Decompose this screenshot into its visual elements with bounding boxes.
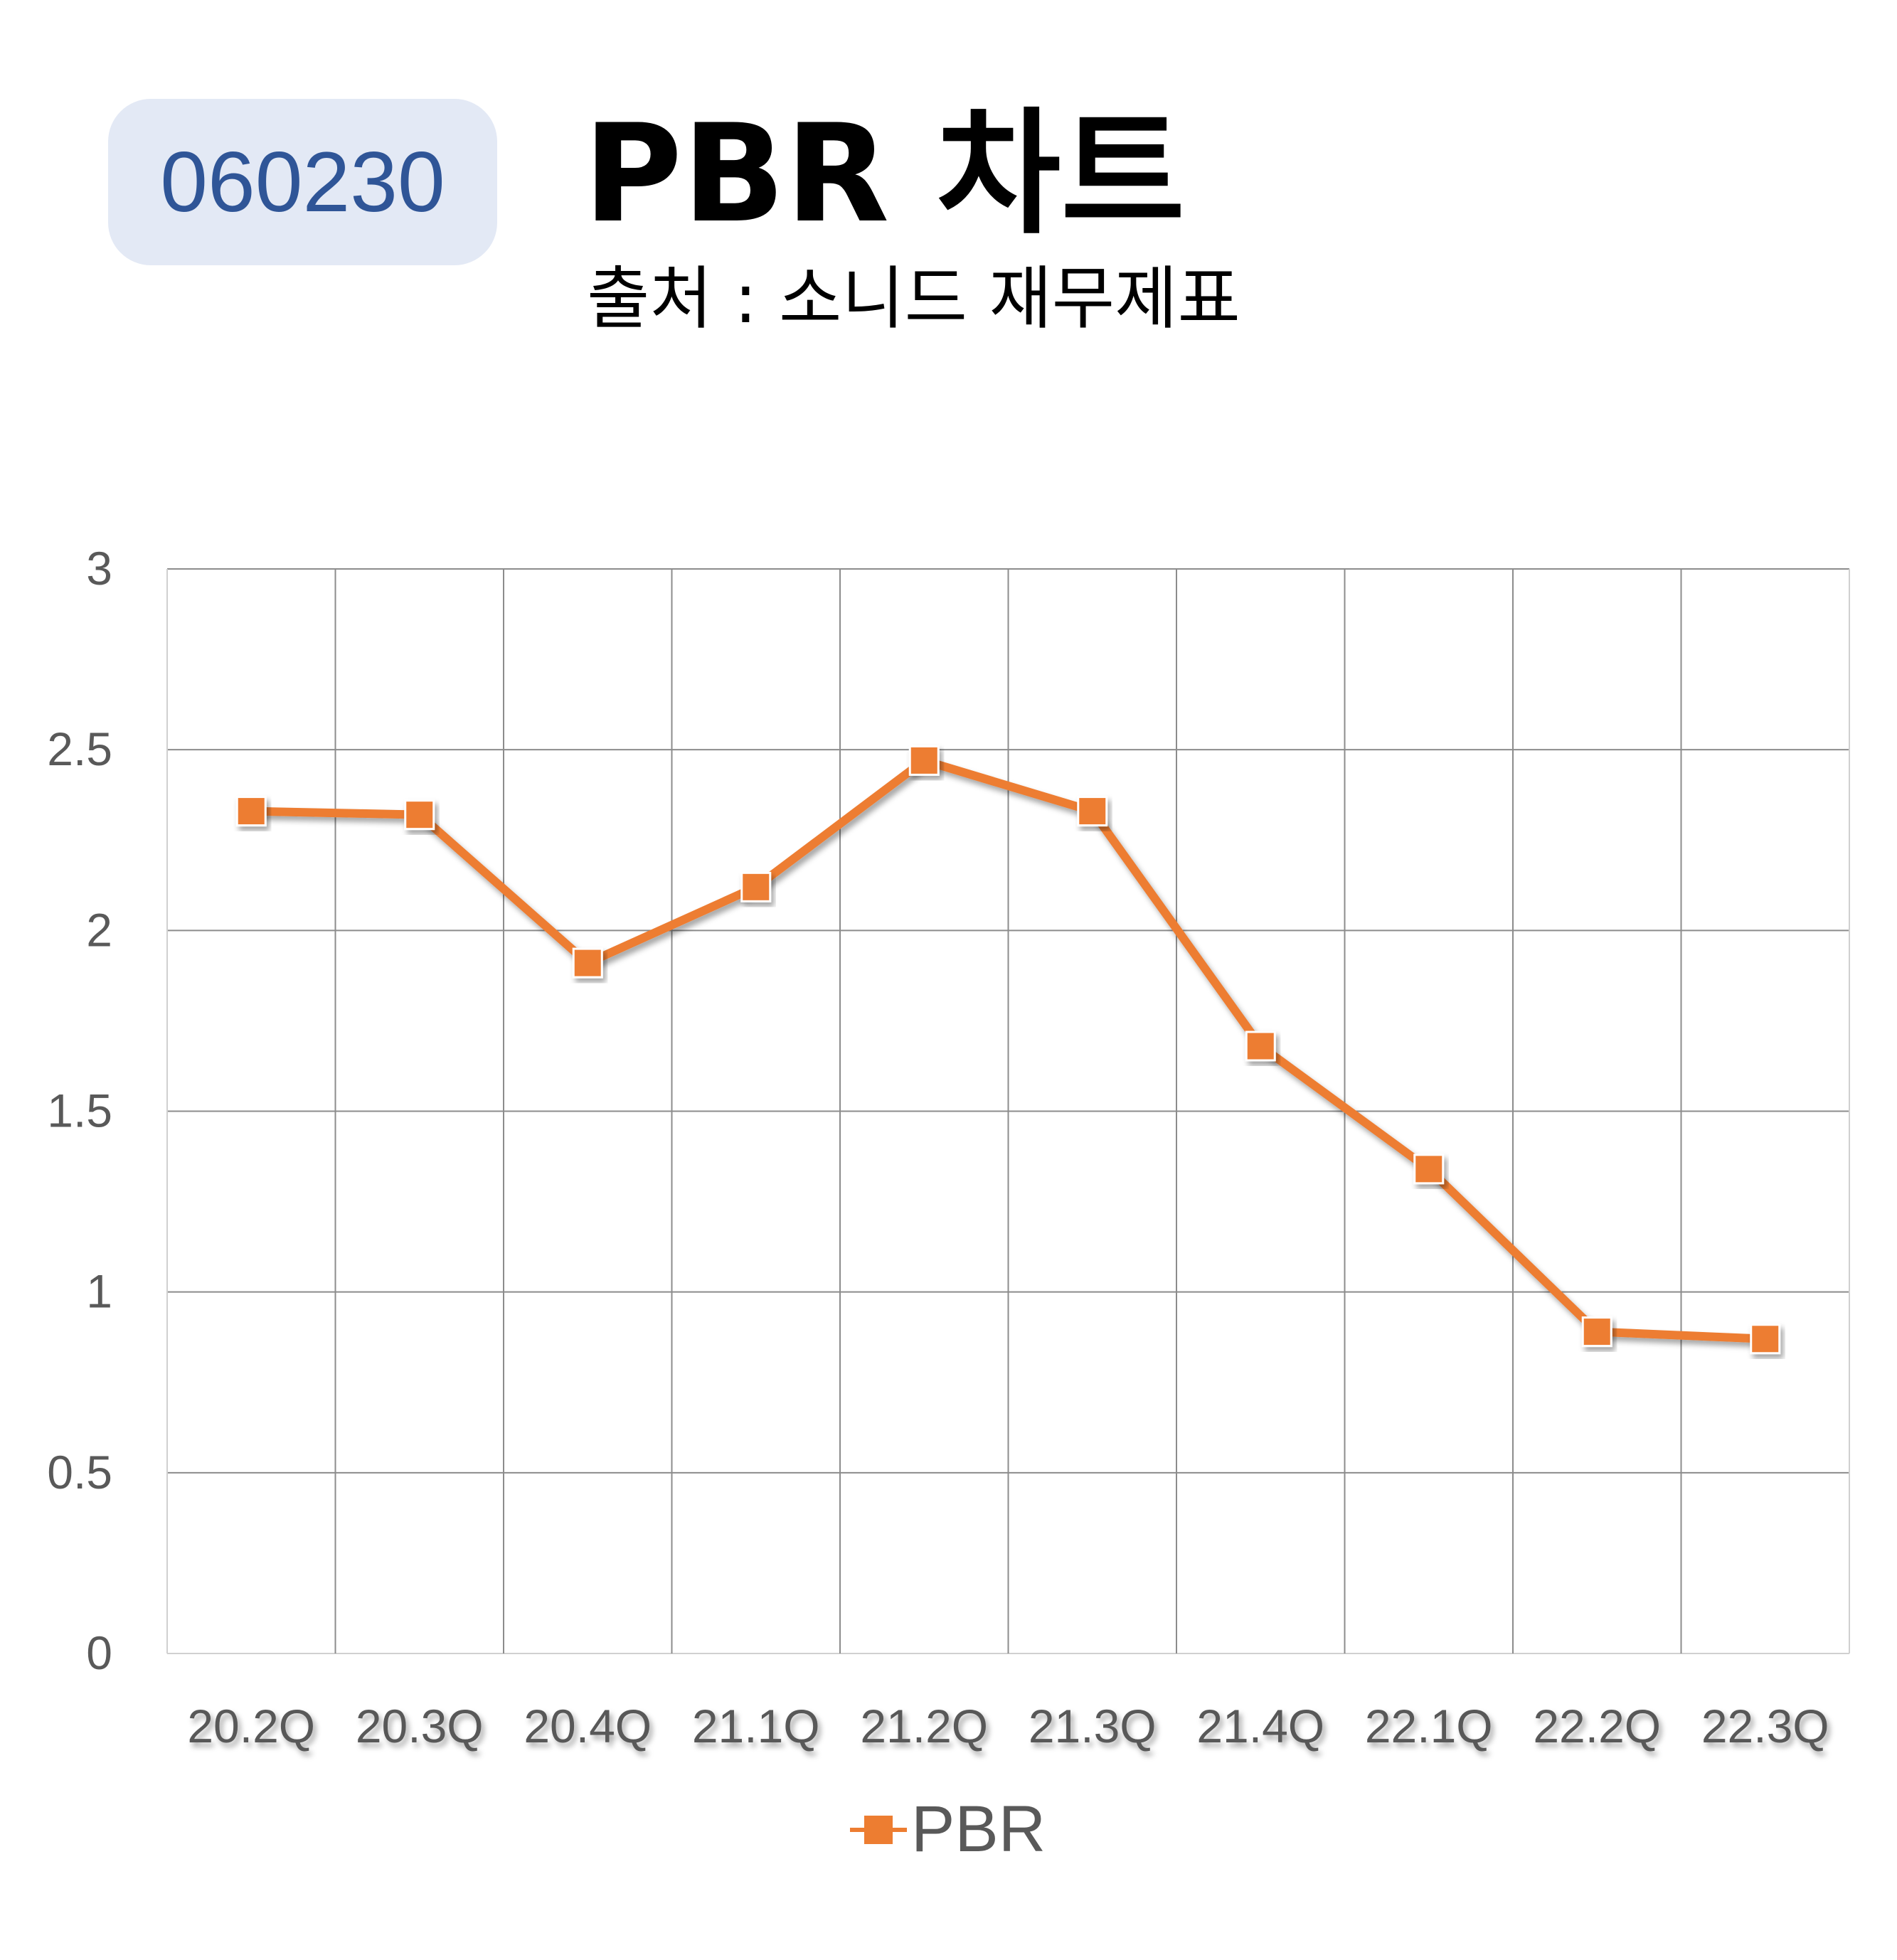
x-tick-label: 20.2Q [187, 1700, 315, 1752]
data-point [1245, 1030, 1276, 1062]
data-point [404, 799, 435, 831]
y-tick-label: 0 [86, 1626, 112, 1679]
x-tick-label: 21.2Q [860, 1700, 988, 1752]
y-tick-label: 1.5 [47, 1085, 112, 1137]
data-point [1750, 1323, 1781, 1355]
chart-title: PBR 차트 [583, 95, 1186, 252]
x-tick-label: 22.2Q [1533, 1700, 1661, 1752]
x-tick-label: 22.1Q [1365, 1700, 1493, 1752]
stock-code-badge: 060230 [108, 99, 497, 265]
legend-marker-icon [850, 1815, 907, 1844]
x-tick-label: 21.1Q [692, 1700, 820, 1752]
y-tick-label: 3 [86, 542, 112, 595]
data-point [572, 947, 603, 979]
y-tick-label: 2 [86, 903, 112, 956]
data-point [740, 871, 772, 902]
data-point [1077, 796, 1108, 827]
chart-subtitle: 출처 : 소니드 재무제표 [587, 259, 1240, 339]
y-tick-label: 2.5 [47, 723, 112, 775]
legend-label: PBR [911, 1793, 1046, 1865]
y-tick-label: 0.5 [47, 1446, 112, 1498]
y-tick-label: 1 [86, 1265, 112, 1318]
legend: PBR [850, 1792, 1046, 1867]
x-tick-label: 21.4Q [1196, 1700, 1324, 1752]
series-line-pbr [251, 756, 1766, 1343]
stock-code: 060230 [160, 134, 445, 230]
x-tick-label: 20.3Q [356, 1700, 484, 1752]
x-tick-label: 20.4Q [524, 1700, 652, 1752]
data-point [235, 796, 267, 827]
x-tick-label: 21.3Q [1029, 1700, 1157, 1752]
data-point [1581, 1316, 1612, 1348]
data-point [1413, 1154, 1445, 1185]
data-point [908, 745, 940, 776]
x-tick-label: 22.3Q [1701, 1700, 1829, 1752]
